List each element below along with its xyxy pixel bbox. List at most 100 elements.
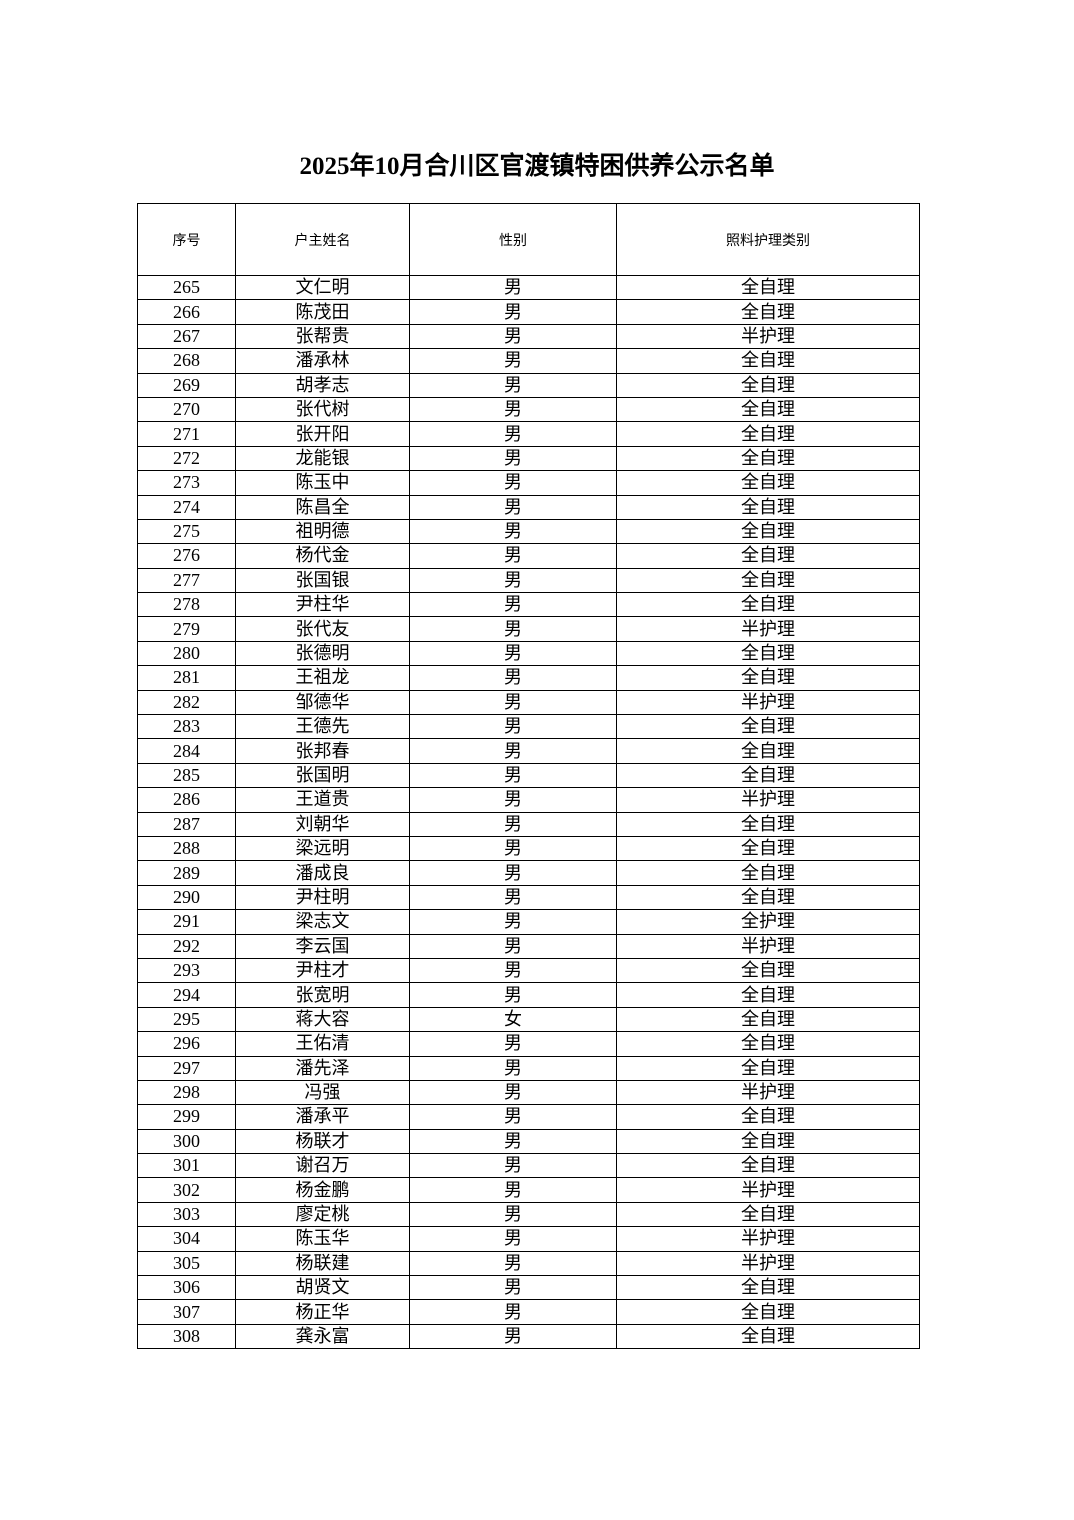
care-category-cell: 全自理 bbox=[616, 1031, 920, 1057]
serial-number-cell: 303 bbox=[137, 1201, 236, 1228]
householder-name-cell: 陈茂田 bbox=[235, 299, 410, 325]
householder-name-cell: 张帮贵 bbox=[235, 323, 410, 350]
table-row: 285 张国明男全自理 bbox=[137, 762, 920, 789]
householder-name-cell: 尹柱明 bbox=[235, 884, 410, 911]
householder-name-cell: 祖明德 bbox=[235, 518, 410, 545]
table-row: 265 文仁明男全自理 bbox=[137, 274, 920, 301]
care-category-cell: 半护理 bbox=[616, 689, 920, 716]
gender-cell: 男 bbox=[409, 1275, 617, 1301]
serial-number-cell: 277 bbox=[137, 567, 236, 594]
table-row: 300 杨联才男全自理 bbox=[137, 1128, 920, 1155]
gender-cell: 男 bbox=[409, 1323, 617, 1350]
serial-number-cell: 295 bbox=[137, 1006, 236, 1033]
gender-cell: 男 bbox=[409, 543, 617, 569]
gender-cell: 男 bbox=[409, 884, 617, 911]
care-category-cell: 全自理 bbox=[616, 811, 920, 837]
serial-number-cell: 273 bbox=[137, 470, 236, 496]
table-row: 306 胡贤文男全自理 bbox=[137, 1275, 920, 1301]
care-category-cell: 半护理 bbox=[616, 1226, 920, 1252]
serial-number-cell: 278 bbox=[137, 592, 236, 618]
serial-number-cell: 280 bbox=[137, 640, 236, 667]
table-row: 273 陈玉中男全自理 bbox=[137, 470, 920, 496]
care-category-cell: 全自理 bbox=[616, 1055, 920, 1081]
serial-number-cell: 287 bbox=[137, 811, 236, 837]
gender-cell: 男 bbox=[409, 811, 617, 837]
care-category-cell: 全自理 bbox=[616, 494, 920, 520]
table-row: 279 张代友男半护理 bbox=[137, 616, 920, 642]
serial-number-cell: 305 bbox=[137, 1250, 236, 1277]
householder-name-cell: 文仁明 bbox=[235, 274, 410, 301]
gender-cell: 男 bbox=[409, 592, 617, 618]
table-row: 297 潘先泽男全自理 bbox=[137, 1055, 920, 1081]
serial-number-cell: 298 bbox=[137, 1079, 236, 1106]
householder-name-cell: 冯强 bbox=[235, 1079, 410, 1106]
gender-cell: 男 bbox=[409, 665, 617, 691]
householder-name-cell: 潘先泽 bbox=[235, 1055, 410, 1081]
householder-name-cell: 王德先 bbox=[235, 714, 410, 740]
gender-cell: 男 bbox=[409, 1177, 617, 1203]
householder-name-cell: 潘承林 bbox=[235, 348, 410, 374]
care-category-cell: 全自理 bbox=[616, 421, 920, 447]
table-row: 274 陈昌全男全自理 bbox=[137, 494, 920, 520]
header-care-category: 照料护理类别 bbox=[616, 203, 920, 276]
gender-cell: 男 bbox=[409, 348, 617, 374]
table-row: 289 潘成良男全自理 bbox=[137, 860, 920, 886]
householder-name-cell: 李云国 bbox=[235, 933, 410, 959]
serial-number-cell: 283 bbox=[137, 714, 236, 740]
care-category-cell: 全自理 bbox=[616, 957, 920, 984]
gender-cell: 男 bbox=[409, 299, 617, 325]
table-row: 266 陈茂田男全自理 bbox=[137, 299, 920, 325]
care-category-cell: 全自理 bbox=[616, 1128, 920, 1155]
householder-name-cell: 陈玉中 bbox=[235, 470, 410, 496]
table-row: 276 杨代金男全自理 bbox=[137, 543, 920, 569]
serial-number-cell: 301 bbox=[137, 1153, 236, 1179]
gender-cell: 男 bbox=[409, 1104, 617, 1130]
serial-number-cell: 304 bbox=[137, 1226, 236, 1252]
gender-cell: 男 bbox=[409, 616, 617, 642]
householder-name-cell: 王道贵 bbox=[235, 787, 410, 813]
gender-cell: 男 bbox=[409, 689, 617, 716]
care-category-cell: 全自理 bbox=[616, 1006, 920, 1033]
serial-number-cell: 300 bbox=[137, 1128, 236, 1155]
gender-cell: 男 bbox=[409, 567, 617, 594]
gender-cell: 男 bbox=[409, 714, 617, 740]
table-row: 293 尹柱才男全自理 bbox=[137, 957, 920, 984]
care-category-cell: 全自理 bbox=[616, 1275, 920, 1301]
serial-number-cell: 299 bbox=[137, 1104, 236, 1130]
serial-number-cell: 293 bbox=[137, 957, 236, 984]
table-row: 272 龙能银男全自理 bbox=[137, 445, 920, 472]
serial-number-cell: 308 bbox=[137, 1323, 236, 1350]
table-row: 287 刘朝华男全自理 bbox=[137, 811, 920, 837]
table-row: 302 杨金鹏男半护理 bbox=[137, 1177, 920, 1203]
gender-cell: 男 bbox=[409, 787, 617, 813]
serial-number-cell: 270 bbox=[137, 396, 236, 423]
table-row: 286 王道贵男半护理 bbox=[137, 787, 920, 813]
serial-number-cell: 267 bbox=[137, 323, 236, 350]
householder-name-cell: 龚永富 bbox=[235, 1323, 410, 1350]
householder-name-cell: 蒋大容 bbox=[235, 1006, 410, 1033]
table-row: 295 蒋大容女全自理 bbox=[137, 1006, 920, 1033]
table-row: 278 尹柱华男全自理 bbox=[137, 592, 920, 618]
table-row: 281 王祖龙男全自理 bbox=[137, 665, 920, 691]
serial-number-cell: 297 bbox=[137, 1055, 236, 1081]
householder-name-cell: 张国银 bbox=[235, 567, 410, 594]
householder-name-cell: 陈玉华 bbox=[235, 1226, 410, 1252]
gender-cell: 男 bbox=[409, 1055, 617, 1081]
table-row: 298 冯强男半护理 bbox=[137, 1079, 920, 1106]
care-category-cell: 全自理 bbox=[616, 518, 920, 545]
householder-name-cell: 杨代金 bbox=[235, 543, 410, 569]
care-category-cell: 全自理 bbox=[616, 762, 920, 789]
householder-name-cell: 梁远明 bbox=[235, 835, 410, 862]
householder-name-cell: 张代友 bbox=[235, 616, 410, 642]
table-row: 290 尹柱明男全自理 bbox=[137, 884, 920, 911]
care-category-cell: 全自理 bbox=[616, 665, 920, 691]
gender-cell: 男 bbox=[409, 982, 617, 1008]
care-category-cell: 半护理 bbox=[616, 1177, 920, 1203]
care-category-cell: 半护理 bbox=[616, 933, 920, 959]
serial-number-cell: 265 bbox=[137, 274, 236, 301]
gender-cell: 男 bbox=[409, 494, 617, 520]
serial-number-cell: 275 bbox=[137, 518, 236, 545]
serial-number-cell: 284 bbox=[137, 738, 236, 764]
serial-number-cell: 269 bbox=[137, 372, 236, 398]
gender-cell: 男 bbox=[409, 1201, 617, 1228]
